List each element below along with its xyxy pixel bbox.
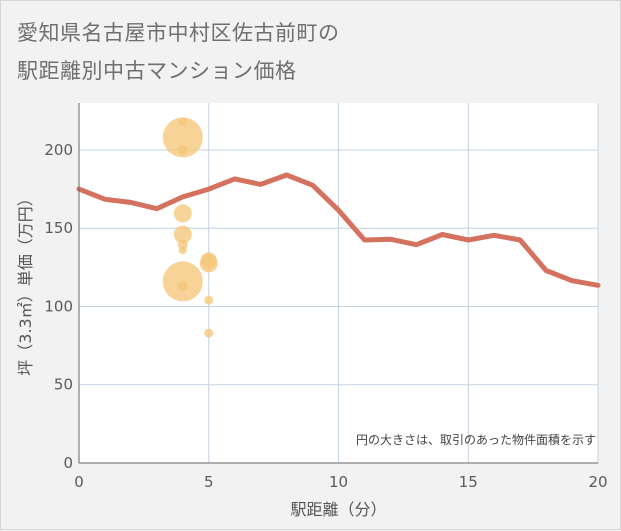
bubble-point <box>173 225 192 244</box>
x-tick-label: 5 <box>204 473 214 491</box>
bubble-point <box>204 328 214 338</box>
y-axis-title: 坪（3.3㎡）単価（万円） <box>16 190 35 375</box>
bubble-point <box>162 117 203 158</box>
x-tick-label: 10 <box>329 473 348 491</box>
x-axis-title: 駅距離（分） <box>290 500 386 519</box>
chart-title-line2: 駅距離別中古マンション価格 <box>17 59 297 83</box>
y-tick-label: 50 <box>54 376 73 394</box>
bubble-point <box>177 144 188 155</box>
y-tick-label: 150 <box>44 219 73 237</box>
bubble-point <box>173 204 192 223</box>
chart-title-line1: 愛知県名古屋市中村区佐古前町の <box>17 21 340 45</box>
y-tick-label: 100 <box>44 297 73 315</box>
x-tick-label: 20 <box>588 473 607 491</box>
line-series <box>76 172 601 288</box>
y-tick-label: 0 <box>63 454 73 472</box>
bubble-series <box>162 117 218 338</box>
bubble-point <box>199 254 218 273</box>
bubble-size-note: 円の大きさは、取引のあった物件面積を示す <box>356 432 596 447</box>
bubble-point <box>178 246 187 255</box>
price-trend-line <box>76 172 601 288</box>
y-tick-label: 200 <box>44 141 73 159</box>
bubble-point <box>204 295 214 305</box>
bubble-point <box>177 281 188 292</box>
x-tick-label: 15 <box>459 473 478 491</box>
x-tick-label: 0 <box>74 473 84 491</box>
